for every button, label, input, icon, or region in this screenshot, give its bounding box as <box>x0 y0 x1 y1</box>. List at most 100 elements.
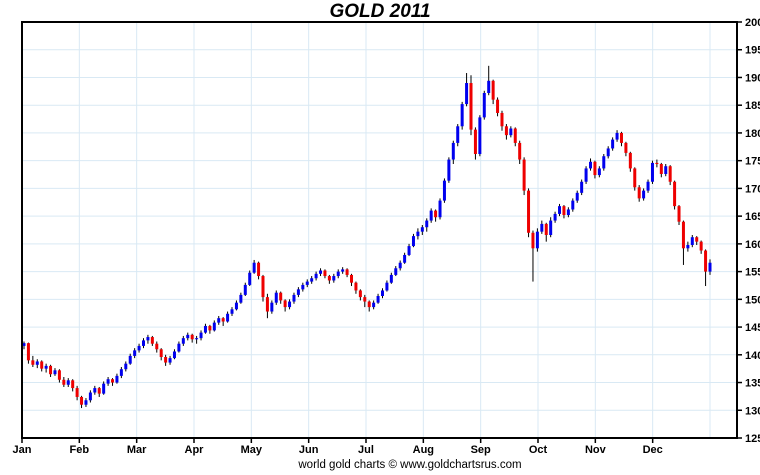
candle-up <box>460 104 464 127</box>
x-tick-label: Jul <box>358 444 374 456</box>
candle-up <box>509 128 513 136</box>
candle-up <box>292 294 296 302</box>
candle-up <box>84 400 88 405</box>
candle-up <box>319 270 323 274</box>
candle-up <box>597 168 601 176</box>
candle-up <box>442 180 446 201</box>
candle-up <box>336 271 340 277</box>
candle-down <box>345 269 349 275</box>
y-tick-label: 1550 <box>745 267 760 279</box>
candle-up <box>580 181 584 193</box>
candle-down <box>504 126 508 136</box>
candle-up <box>385 282 389 291</box>
y-tick-label: 1500 <box>745 294 760 306</box>
candle-up <box>341 269 345 272</box>
candle-down <box>593 161 597 176</box>
x-tick-label: Jun <box>299 444 319 456</box>
candle-down <box>527 190 531 233</box>
candle-up <box>584 168 588 182</box>
y-tick-label: 1750 <box>745 156 760 168</box>
y-tick-label: 2000 <box>745 17 760 29</box>
candle-down <box>26 343 30 361</box>
candle-down <box>97 388 101 394</box>
x-tick-label: Apr <box>185 444 205 456</box>
y-tick-label: 1650 <box>745 211 760 223</box>
candle-up <box>664 166 668 174</box>
candle-up <box>535 231 539 249</box>
y-tick-label: 1450 <box>745 322 760 334</box>
candle-down <box>367 301 371 308</box>
candle-up <box>650 162 654 182</box>
candle-down <box>562 206 566 216</box>
y-tick-label: 1300 <box>745 405 760 417</box>
candle-down <box>469 83 473 130</box>
candle-down <box>40 361 44 369</box>
candle-down <box>111 379 115 383</box>
candle-up <box>686 244 690 249</box>
candle-up <box>199 332 203 339</box>
candle-up <box>102 383 106 394</box>
candle-down <box>633 168 637 188</box>
candle-down <box>71 380 75 389</box>
candle-up <box>226 313 230 322</box>
candle-down <box>80 396 84 405</box>
candle-up <box>332 276 336 281</box>
candle-up <box>195 338 199 340</box>
candle-down <box>57 370 61 380</box>
x-tick-label: May <box>241 444 263 456</box>
candle-up <box>88 392 92 401</box>
candle-up <box>447 159 451 181</box>
candle-down <box>261 276 265 298</box>
candle-up <box>549 220 553 235</box>
candle-down <box>500 112 504 127</box>
candle-down <box>699 241 703 251</box>
candle-up <box>172 351 176 359</box>
candle-down <box>164 357 168 363</box>
candle-down <box>518 142 522 160</box>
candle-up <box>44 365 48 369</box>
candle-down <box>668 166 672 182</box>
candle-down <box>513 128 517 143</box>
x-tick-label: Jan <box>13 444 32 456</box>
x-tick-label: Sep <box>471 444 491 456</box>
x-tick-label: Dec <box>643 444 663 456</box>
candle-up <box>177 343 181 352</box>
candle-down <box>491 80 495 100</box>
candle-up <box>168 358 172 363</box>
candle-down <box>434 210 438 218</box>
candle-up <box>66 380 70 385</box>
candle-up <box>398 262 402 269</box>
candle-up <box>589 161 593 169</box>
candle-up <box>133 350 137 356</box>
y-tick-label: 1950 <box>745 45 760 57</box>
candle-down <box>62 379 66 385</box>
candle-down <box>354 282 358 291</box>
y-tick-label: 1800 <box>745 128 760 140</box>
candle-down <box>327 276 331 281</box>
candle-down <box>624 142 628 153</box>
candle-down <box>155 343 159 350</box>
candle-up <box>181 338 185 344</box>
candle-up <box>301 284 305 290</box>
candle-up <box>575 192 579 201</box>
y-tick-label: 1900 <box>745 72 760 84</box>
candle-up <box>296 289 300 295</box>
candle-up <box>642 190 646 199</box>
candle-up <box>380 290 384 297</box>
candle-up <box>252 262 256 273</box>
candle-up <box>115 375 119 383</box>
candle-up <box>270 302 274 312</box>
candle-up <box>314 273 318 279</box>
candle-up <box>403 254 407 263</box>
chart-caption: world gold charts © www.goldchartsrus.co… <box>297 459 521 471</box>
candle-up <box>646 181 650 191</box>
candle-up <box>389 274 393 283</box>
candle-down <box>221 318 225 322</box>
candle-up <box>22 343 26 346</box>
candle-down <box>473 129 477 155</box>
candle-up <box>119 369 123 376</box>
x-tick-label: Feb <box>70 444 90 456</box>
candle-down <box>265 297 269 312</box>
candle-up <box>243 284 247 295</box>
